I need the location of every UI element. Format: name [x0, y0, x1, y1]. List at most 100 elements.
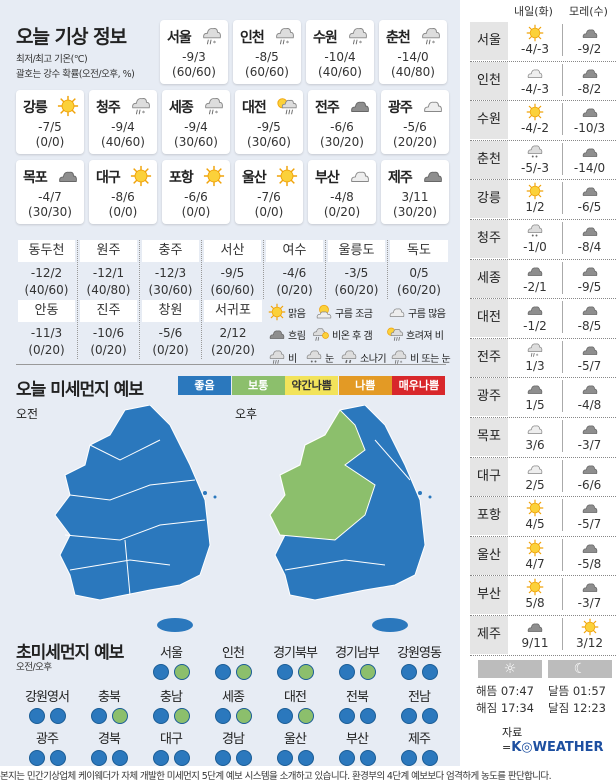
small-city: 동두천 -12/2 (40/60) [16, 240, 78, 299]
cloud-dark-icon [580, 222, 600, 240]
temp: -11/3 [30, 326, 63, 340]
forecast-row: 전주 1/3 -5/7 [470, 338, 616, 379]
am-level-dot [338, 664, 355, 680]
pm25-region: 울산 [264, 728, 326, 768]
source-label: 자료= [502, 726, 523, 754]
legend-label: 소나기 [360, 353, 387, 365]
temp-dayafter: -8/5 [577, 319, 602, 334]
city-card: 울산 -7/6 (0/0) [235, 160, 303, 224]
temp: 2/12 [219, 326, 247, 340]
pm25-region: 부산 [326, 728, 388, 768]
temp: -12/3 [154, 266, 187, 280]
forecast-row: 광주 1/5 -4/8 [470, 378, 616, 418]
am-level-dot [90, 708, 107, 724]
pm25-region: 전북 [326, 686, 388, 726]
city-name: 춘천 [386, 30, 411, 46]
legend-item: 비 또는 눈 [390, 348, 451, 366]
am-level-dot [276, 708, 293, 724]
rainsnow-icon [203, 95, 225, 117]
cloud-dark-icon [580, 341, 600, 359]
precip-prob: (0/0) [181, 205, 211, 219]
region-name: 경기북부 [273, 646, 318, 661]
am-level-dot [400, 708, 417, 724]
precip-prob: (60/60) [210, 283, 255, 297]
temp-tomorrow: 1/2 [525, 200, 545, 215]
temp-tomorrow: -1/2 [523, 319, 547, 334]
city-card: 광주 -5/6 (20/20) [381, 90, 449, 154]
temp-dayafter: -4/8 [577, 398, 602, 413]
city-card: 제주 3/11 (30/20) [381, 160, 449, 224]
temp: -7/5 [38, 120, 62, 134]
temp: -8/5 [255, 50, 279, 64]
pm25-region: 대전 [264, 686, 326, 726]
forecast-row: 세종 -2/1 -9/5 [470, 259, 616, 300]
city-name: 안동 [18, 300, 75, 322]
small-city: 안동 -11/3 (0/20) [16, 300, 78, 359]
small-city: 진주 -10/6 (0/20) [78, 300, 140, 359]
am-level-dot [90, 750, 107, 766]
rainsnow-icon [525, 341, 545, 359]
city-card: 인천 -8/5 (60/60) [233, 20, 301, 84]
temp-dayafter: -3/7 [577, 438, 602, 452]
moonrise: 달뜸 01:57 [548, 684, 606, 698]
city-name: 청주 [470, 220, 508, 258]
cloud-dark-icon [580, 182, 600, 200]
cloud-dark-icon [580, 578, 600, 596]
header-dayafter: 모레(수) [569, 5, 608, 18]
pm25-region: 세종 [202, 686, 264, 726]
city-name: 진주 [80, 300, 137, 322]
am-level-dot [338, 750, 355, 766]
left-panel: 오늘 기상 정보 최저/최고 기온(℃) 괄호는 강수 확률(오전/오후, %)… [0, 0, 460, 766]
precip-prob: (30/60) [148, 283, 193, 297]
forecast-panel: 내일(화) 모레(수) 서울 -4/-3 -9/2 인천 -4/-3 -8/2 … [470, 0, 616, 766]
city-name: 충주 [142, 240, 199, 262]
precip-prob: (0/20) [90, 343, 127, 357]
legend-item: 맑음 [268, 303, 306, 321]
cloud-dark-icon [580, 143, 600, 161]
am-level-dot [28, 750, 45, 766]
cloud-dark-icon [580, 460, 600, 478]
precip-prob: (60/60) [172, 65, 216, 79]
city-card: 대구 -8/6 (0/0) [89, 160, 157, 224]
temp: -9/4 [184, 120, 208, 134]
pm-level-dot [173, 750, 190, 766]
dust-level-4: 매우나쁨 [392, 376, 446, 395]
snow-icon [525, 143, 545, 161]
region-name: 전북 [346, 690, 369, 705]
city-card: 세종 -9/4 (30/60) [162, 90, 230, 154]
sun-icon: ☼ [478, 660, 542, 678]
region-name: 부산 [346, 732, 369, 747]
temp: -4/8 [330, 190, 354, 204]
cloud-dark-icon [268, 325, 286, 343]
city-name: 여수 [266, 240, 323, 262]
legend-label: 흐림 [288, 330, 306, 342]
pm25-region: 대구 [140, 728, 202, 768]
forecast-row: 수원 -4/-2 -10/3 [470, 101, 616, 141]
city-name: 울산 [242, 170, 267, 186]
city-name: 대전 [242, 100, 267, 116]
small-city: 창원 -5/6 (0/20) [140, 300, 202, 359]
am-level-dot [338, 708, 355, 724]
precip-prob: (20/20) [211, 343, 255, 357]
region-name: 대전 [284, 690, 307, 705]
temp-dayafter: -8/4 [577, 240, 602, 254]
temp-tomorrow: -4/-3 [521, 81, 549, 96]
temp: -6/6 [184, 190, 208, 204]
temp: 3/11 [401, 190, 429, 204]
city-name: 제주 [470, 616, 508, 654]
city-name: 서울 [167, 30, 192, 46]
precip-prob: (60/20) [334, 283, 379, 297]
temp: -12/1 [92, 266, 125, 280]
city-card: 전주 -6/6 (30/20) [308, 90, 376, 154]
pm25-region: 전남 [388, 686, 450, 726]
forecast-row: 춘천 -5/-3 -14/0 [470, 140, 616, 181]
city-card: 부산 -4/8 (0/20) [308, 160, 376, 224]
city-card: 대전 -9/5 (30/60) [235, 90, 303, 154]
city-name: 전주 [470, 338, 508, 377]
cloud-dark-icon [580, 301, 600, 319]
temp: -12/2 [30, 266, 63, 280]
cloud-light-icon [422, 95, 444, 117]
city-name: 강릉 [23, 100, 48, 116]
precip-prob: (20/20) [393, 135, 437, 149]
precip-prob: (40/80) [391, 65, 435, 79]
